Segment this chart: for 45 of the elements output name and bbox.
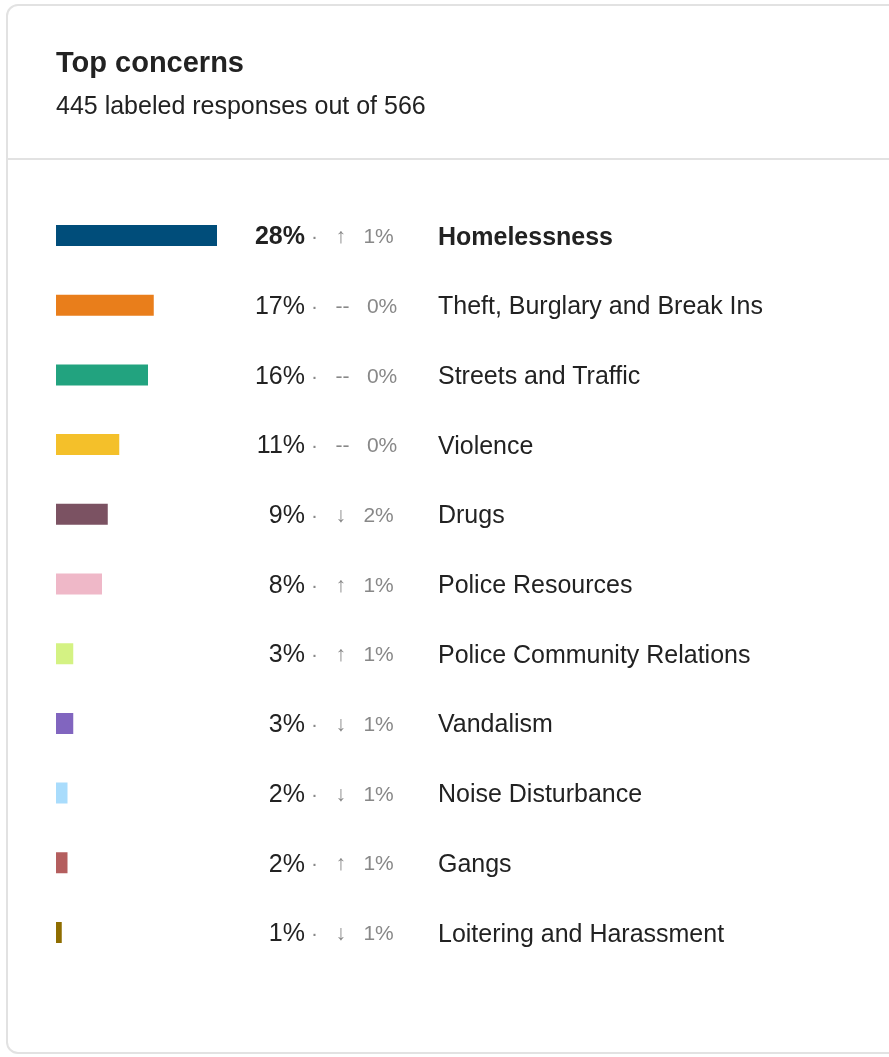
data-label: 2% — [268, 848, 305, 877]
text: · ↑ 1% — [311, 572, 394, 596]
y-tick-label: Noise Disturbance — [438, 779, 643, 808]
chart-title: Top concerns — [56, 46, 245, 79]
bar — [56, 643, 74, 665]
text: · ↑ 1% — [311, 642, 394, 666]
bar — [56, 434, 120, 456]
text: · ↑ 1% — [311, 851, 394, 875]
data-label: 1% — [268, 918, 305, 947]
chart-subtitle: 445 labeled responses out of 566 — [56, 91, 427, 120]
text: · -- 0% — [311, 363, 398, 387]
y-tick-label: Theft, Burglary and Break Ins — [438, 291, 763, 320]
data-label: 16% — [254, 360, 305, 389]
y-tick-label: Police Community Relations — [438, 639, 751, 668]
text: · ↑ 1% — [311, 224, 394, 248]
data-label: 11% — [256, 430, 305, 459]
y-tick-label: Streets and Traffic — [438, 361, 641, 389]
bar — [56, 364, 148, 386]
y-tick-label: Homelessness — [438, 221, 613, 250]
text: · -- 0% — [311, 433, 398, 457]
bar — [56, 852, 68, 874]
y-tick-label: Loitering and Harassment — [438, 918, 725, 947]
bar — [56, 294, 154, 316]
text: · ↓ 2% — [311, 502, 394, 526]
bar — [56, 573, 103, 595]
data-label: 17% — [254, 290, 305, 319]
bar — [56, 782, 68, 804]
data-label: 28% — [254, 221, 305, 250]
data-label: 3% — [268, 639, 305, 668]
y-tick-label: Violence — [438, 430, 534, 459]
bar — [56, 503, 108, 525]
bar — [56, 712, 74, 734]
data-label: 3% — [268, 709, 305, 738]
text: · -- 0% — [311, 293, 398, 317]
text: · ↓ 1% — [311, 921, 394, 945]
data-label: 8% — [268, 569, 305, 598]
bar — [56, 225, 217, 246]
text: · ↓ 1% — [311, 781, 394, 805]
y-tick-label: Gangs — [438, 848, 512, 877]
text: · ↓ 1% — [311, 712, 394, 736]
y-tick-label: Police Resources — [438, 570, 633, 599]
y-tick-label: Vandalism — [438, 709, 553, 738]
data-label: 9% — [268, 500, 305, 529]
y-tick-label: Drugs — [438, 500, 505, 529]
data-label: 2% — [268, 778, 305, 807]
